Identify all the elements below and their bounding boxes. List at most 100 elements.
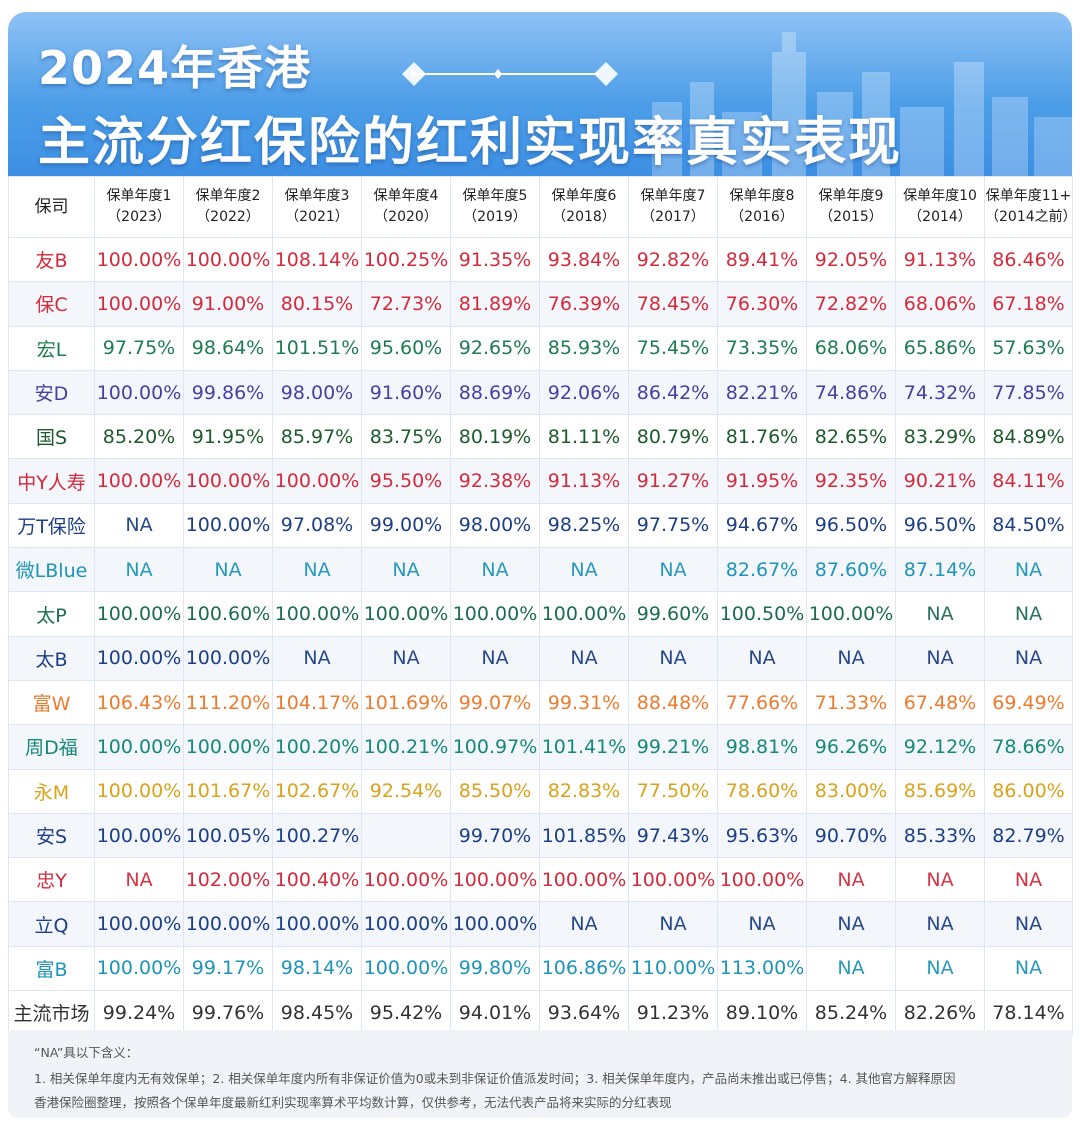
column-header-label: 保单年度1 [106,188,172,204]
column-header: 保单年度7 （2017） [628,176,718,238]
rate-cell: 96.26% [806,724,896,770]
rate-cell: 110.00% [628,945,718,992]
rate-cell: 94.67% [717,502,807,549]
rate-cell: 100.00% [94,635,184,681]
rate-cell: 100.00% [94,369,184,416]
rate-cell: 95.63% [717,812,807,859]
table-row: 保C 100.00% 91.00% 80.15% 72.73% 81.89% 76.39% 7… [8,281,1073,327]
rate-cell: NA [628,901,718,947]
company-name-cell: 保C [8,281,95,327]
market-rate-cell: 99.24% [94,990,184,1036]
column-header-year: （2017） [641,209,705,225]
rate-cell: 100.00% [450,591,540,637]
na-definition-title: “NA”具以下含义： [34,1045,139,1060]
rate-cell: NA [984,901,1073,947]
company-name-cell: 万T保险 [8,502,95,549]
header-banner: 2024年香港 主流分红保险的红利实现率真实表现 [8,12,1072,176]
rate-cell: 98.25% [539,502,629,549]
rate-cell: 100.00% [94,812,184,859]
rate-cell: NA [895,635,985,681]
market-rate-cell: 94.01% [450,990,540,1036]
rate-cell: 83.75% [361,414,451,460]
rate-cell: 80.79% [628,414,718,460]
rate-cell: 68.06% [806,325,896,371]
rate-cell: NA [628,547,718,593]
rate-cell: 100.00% [361,591,451,637]
rate-cell: 77.50% [628,768,718,814]
rate-cell: 100.00% [272,591,362,637]
footnotes: “NA”具以下含义： 1. 相关保单年度内无有效保单；2. 相关保单年度内所有非… [8,1030,1072,1118]
rate-cell: 111.20% [183,679,273,726]
rate-cell: 100.50% [717,591,807,637]
rate-cell: 81.76% [717,414,807,460]
rate-cell: 82.79% [984,812,1073,859]
city-skyline-graphic [652,32,1072,176]
rate-cell: 65.86% [895,325,985,371]
rate-cell: 92.05% [806,236,896,283]
rate-cell: 92.82% [628,236,718,283]
rate-cell: 91.95% [183,414,273,460]
column-header: 保单年度11+ （2014之前） [984,176,1073,238]
rate-cell: NA [183,547,273,593]
rate-cell: 101.51% [272,325,362,371]
rate-cell: 104.17% [272,679,362,726]
rate-cell: 91.13% [895,236,985,283]
rate-cell: 95.60% [361,325,451,371]
rate-cell: NA [984,635,1073,681]
column-header-label: 保单年度2 [195,188,261,204]
rate-cell: 113.00% [717,945,807,992]
company-name-cell: 永M [8,768,95,814]
rate-cell: 101.85% [539,812,629,859]
column-header-year: （2019） [463,209,527,225]
rate-cell: 100.00% [361,901,451,947]
rate-cell: NA [984,591,1073,637]
rate-cell: 82.21% [717,369,807,416]
rate-cell: 92.12% [895,724,985,770]
rate-cell: 92.35% [806,458,896,504]
rate-cell: 100.00% [361,857,451,903]
company-name-cell: 国S [8,414,95,460]
column-header-label: 保单年度8 [729,188,795,204]
column-header-label: 保单年度10 [903,188,977,204]
rate-cell: 99.86% [183,369,273,416]
column-header-year: （2015） [819,209,883,225]
rate-cell: 99.70% [450,812,540,859]
rate-cell: 100.27% [272,812,362,859]
rate-cell: 100.00% [94,945,184,992]
rate-cell: 72.73% [361,281,451,327]
source-note: 香港保险圈整理，按照各个保单年度最新红利实现率算术平均数计算，仅供参考，无法代表… [34,1095,672,1110]
rate-cell: 86.46% [984,236,1073,283]
rate-cell: 77.85% [984,369,1073,416]
rate-cell: 92.54% [361,768,451,814]
rate-cell: 78.66% [984,724,1073,770]
rate-cell: 91.27% [628,458,718,504]
rate-cell: 88.48% [628,679,718,726]
table-row: 太B 100.00% 100.00% NA NA NA NA NA NA NA NA NA [8,635,1073,681]
rate-cell: 67.48% [895,679,985,726]
company-name-cell: 太P [8,591,95,637]
rate-cell: 82.83% [539,768,629,814]
rate-cell: 100.00% [94,901,184,947]
column-header-label: 保单年度11+ [985,188,1072,204]
rate-cell: 73.35% [717,325,807,371]
rate-cell: 100.00% [183,502,273,549]
rate-cell: 100.00% [539,857,629,903]
company-name-cell: 忠Y [8,857,95,903]
rate-cell: 84.11% [984,458,1073,504]
table-row: 国S 85.20% 91.95% 85.97% 83.75% 80.19% 81.11% 80… [8,414,1073,460]
sparkle-divider-icon [402,62,618,86]
rate-cell: 75.45% [628,325,718,371]
rate-cell: 100.00% [94,724,184,770]
title-line-2: 主流分红保险的红利实现率真实表现 [38,113,903,173]
rate-cell: 96.50% [806,502,896,549]
column-header-label: 保单年度5 [462,188,528,204]
rate-cell: 97.75% [628,502,718,549]
rate-cell: 82.67% [717,547,807,593]
rate-cell: 80.19% [450,414,540,460]
column-header: 保单年度4 （2020） [361,176,451,238]
column-header: 保单年度6 （2018） [539,176,629,238]
column-header-year: （2022） [196,209,260,225]
rate-cell: NA [94,547,184,593]
market-average-row: 主流市场 99.24% 99.76% 98.45% 95.42% 94.01% 93.64%… [8,990,1073,1036]
rate-cell: 100.00% [183,458,273,504]
